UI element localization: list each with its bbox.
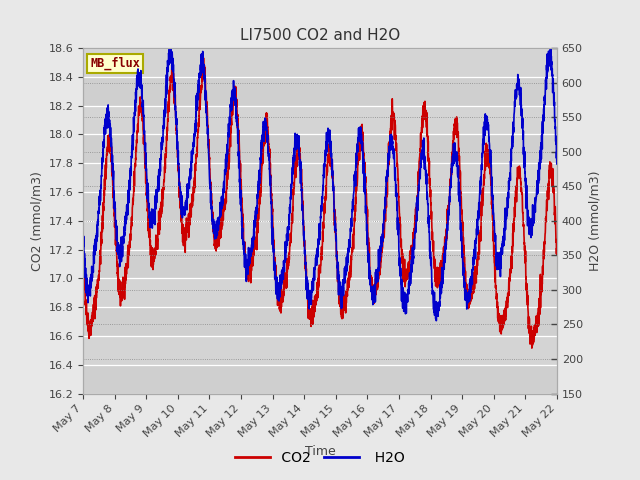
Legend:  CO2,   H2O: CO2, H2O [230,445,410,471]
Title: LI7500 CO2 and H2O: LI7500 CO2 and H2O [240,28,400,43]
Y-axis label: CO2 (mmol/m3): CO2 (mmol/m3) [30,171,43,271]
Bar [83,307,557,336]
Bar [83,250,557,278]
Bar [83,192,557,221]
X-axis label: Time: Time [305,445,335,458]
Bar [83,365,557,394]
Bar [83,134,557,163]
Text: MB_flux: MB_flux [90,57,140,70]
Y-axis label: H2O (mmol/m3): H2O (mmol/m3) [588,170,602,271]
Bar [83,77,557,106]
